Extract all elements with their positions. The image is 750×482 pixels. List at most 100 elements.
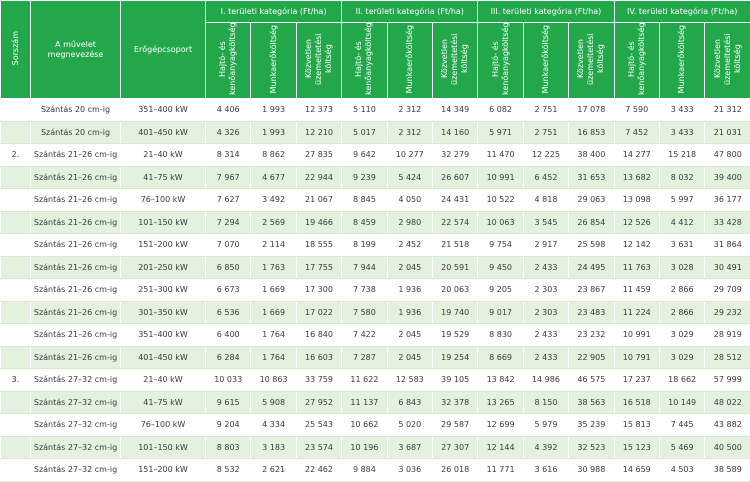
cost-cell: 10 063: [478, 211, 523, 234]
cost-cell: 26 854: [569, 211, 614, 234]
cost-cell: 2 751: [523, 99, 568, 122]
cost-cell: 7 590: [614, 99, 659, 122]
cost-cell: 1 936: [387, 279, 432, 302]
subcolumn-header: Munkaerőköltség: [251, 23, 296, 99]
cost-cell: 4 334: [251, 414, 296, 437]
cost-cell: 10 662: [342, 414, 387, 437]
row-number: [1, 189, 31, 212]
cost-cell: 2 917: [523, 234, 568, 257]
operation-cell: Szántás 21–26 cm-ig: [31, 256, 121, 279]
power-cell: 151–200 kW: [121, 234, 206, 257]
row-number: [1, 414, 31, 437]
cost-cell: 7 627: [206, 189, 251, 212]
operation-cell: Szántás 21–26 cm-ig: [31, 301, 121, 324]
column-header-text: Sorszám: [11, 31, 21, 65]
cost-cell: 3 433: [659, 99, 704, 122]
cost-cell: 9 615: [206, 391, 251, 414]
cost-cell: 1 764: [251, 324, 296, 347]
cost-cell: 8 150: [523, 391, 568, 414]
cost-cell: 13 265: [478, 391, 523, 414]
cost-cell: 26 018: [432, 459, 477, 482]
row-number: [1, 279, 31, 302]
cost-cell: 7 422: [342, 324, 387, 347]
cost-cell: 39 400: [705, 166, 750, 189]
row-number: [1, 121, 31, 144]
power-cell: 21–40 kW: [121, 144, 206, 167]
cost-cell: 4 818: [523, 189, 568, 212]
cost-cell: 16 853: [569, 121, 614, 144]
category-header: I. területi kategória (Ft/ha): [206, 1, 342, 23]
cost-cell: 21 312: [705, 99, 750, 122]
cost-cell: 2 303: [523, 301, 568, 324]
row-number: [1, 211, 31, 234]
operation-cell: Szántás 27–32 cm-ig: [31, 414, 121, 437]
power-cell: 351–400 kW: [121, 99, 206, 122]
operation-cell: Szántás 21–26 cm-ig: [31, 324, 121, 347]
cost-cell: 9 239: [342, 166, 387, 189]
cost-cell: 7 294: [206, 211, 251, 234]
cost-cell: 2 751: [523, 121, 568, 144]
cost-cell: 12 144: [478, 436, 523, 459]
cost-cell: 28 919: [705, 324, 750, 347]
power-cell: 351–400 kW: [121, 324, 206, 347]
cost-cell: 10 863: [251, 369, 296, 392]
cost-cell: 4 503: [659, 459, 704, 482]
cost-cell: 20 591: [432, 256, 477, 279]
cost-cell: 10 033: [206, 369, 251, 392]
cost-cell: 3 029: [659, 346, 704, 369]
cost-cell: 8 803: [206, 436, 251, 459]
cost-cell: 22 905: [569, 346, 614, 369]
power-cell: 151–200 kW: [121, 459, 206, 482]
cost-cell: 9 205: [478, 279, 523, 302]
cost-cell: 21 067: [296, 189, 341, 212]
cost-cell: 21 031: [705, 121, 750, 144]
cost-cell: 11 470: [478, 144, 523, 167]
cost-cell: 6 843: [387, 391, 432, 414]
cost-cell: 38 400: [569, 144, 614, 167]
cost-cell: 30 988: [569, 459, 614, 482]
cost-cell: 7 287: [342, 346, 387, 369]
subcolumn-header-text: Közvetlen üzemeltetési költség: [440, 23, 470, 95]
cost-cell: 5 469: [659, 436, 704, 459]
power-cell: 301–350 kW: [121, 301, 206, 324]
cost-cell: 13 098: [614, 189, 659, 212]
cost-cell: 2 433: [523, 256, 568, 279]
operation-cell: Szántás 27–32 cm-ig: [31, 459, 121, 482]
power-cell: 401–450 kW: [121, 121, 206, 144]
cost-cell: 18 555: [296, 234, 341, 257]
cost-cell: 14 277: [614, 144, 659, 167]
subcolumn-header-text: Közvetlen üzemeltetési költség: [576, 23, 606, 95]
cost-cell: 5 908: [251, 391, 296, 414]
cost-cell: 16 840: [296, 324, 341, 347]
cost-cell: 29 232: [705, 301, 750, 324]
cost-cell: 3 545: [523, 211, 568, 234]
power-cell: 101–150 kW: [121, 436, 206, 459]
cost-cell: 32 523: [569, 436, 614, 459]
cost-cell: 26 607: [432, 166, 477, 189]
cost-cell: 22 462: [296, 459, 341, 482]
cost-cell: 25 543: [296, 414, 341, 437]
cost-cell: 8 830: [478, 324, 523, 347]
cost-cell: 5 017: [342, 121, 387, 144]
cost-cell: 4 326: [206, 121, 251, 144]
subcolumn-header-text: Munkaerőköltség: [405, 25, 415, 93]
cost-cell: 31 864: [705, 234, 750, 257]
cost-cell: 17 755: [296, 256, 341, 279]
cost-cell: 1 993: [251, 99, 296, 122]
cost-cell: 6 284: [206, 346, 251, 369]
cost-cell: 2 866: [659, 301, 704, 324]
cost-cell: 3 631: [659, 234, 704, 257]
cost-cell: 12 373: [296, 99, 341, 122]
operation-cell: Szántás 21–26 cm-ig: [31, 144, 121, 167]
cost-cell: 14 160: [432, 121, 477, 144]
cost-cell: 17 237: [614, 369, 659, 392]
cost-cell: 2 045: [387, 346, 432, 369]
cost-cell: 12 210: [296, 121, 341, 144]
subcolumn-header-text: Közvetlen üzemeltetési költség: [304, 23, 334, 95]
cost-cell: 2 312: [387, 121, 432, 144]
